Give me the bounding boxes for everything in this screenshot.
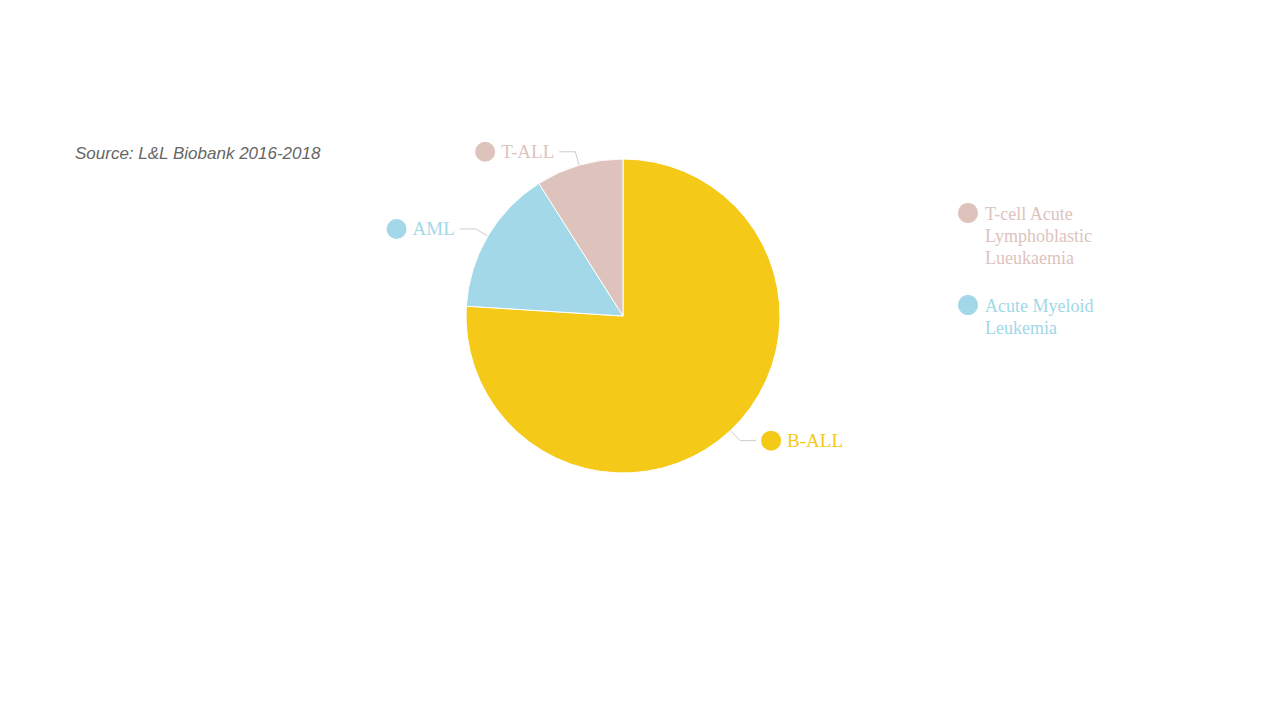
svg-text:T-cell Acute: T-cell Acute: [985, 204, 1073, 224]
svg-text:Leukemia: Leukemia: [985, 318, 1057, 338]
svg-text:Source: L&L Biobank 2016-2018: Source: L&L Biobank 2016-2018: [75, 144, 321, 163]
svg-text:AML: AML: [413, 218, 455, 239]
svg-text:Lymphoblastic: Lymphoblastic: [985, 226, 1092, 246]
svg-text:Acute Myeloid: Acute Myeloid: [985, 296, 1093, 316]
svg-text:B-ALL: B-ALL: [787, 430, 843, 451]
svg-text:Lueukaemia: Lueukaemia: [985, 248, 1074, 268]
svg-text:T-ALL: T-ALL: [501, 141, 554, 162]
